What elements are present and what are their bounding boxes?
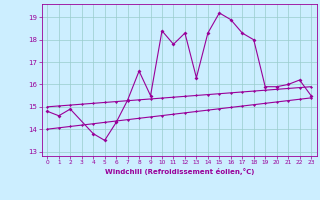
X-axis label: Windchill (Refroidissement éolien,°C): Windchill (Refroidissement éolien,°C) [105,168,254,175]
